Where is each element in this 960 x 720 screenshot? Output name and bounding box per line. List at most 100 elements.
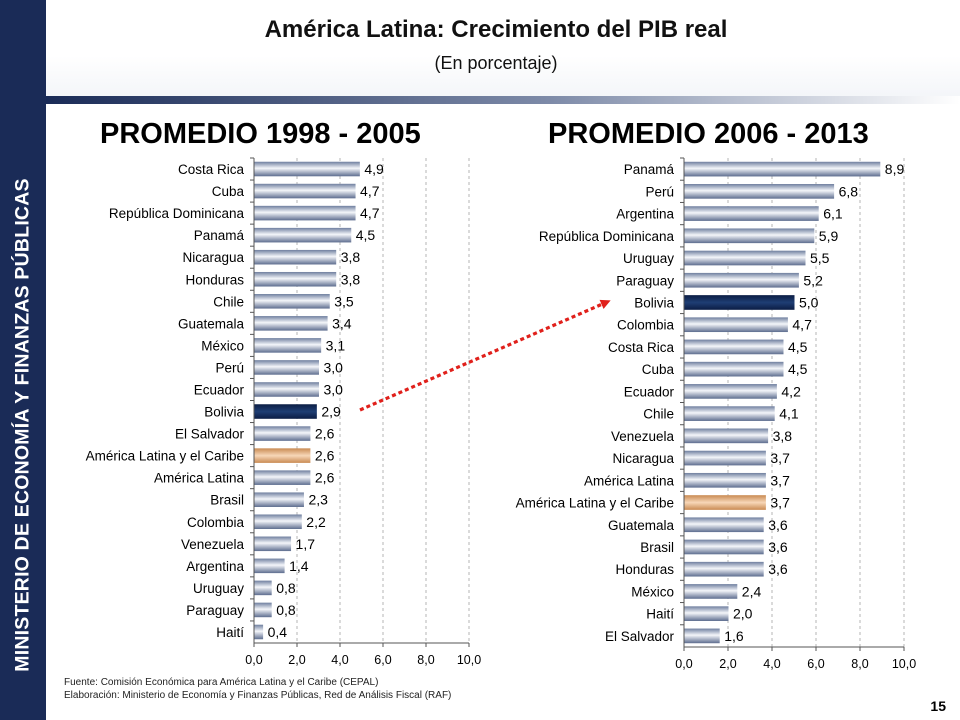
- category-label: América Latina: [584, 473, 675, 488]
- value-label: 1,4: [289, 558, 309, 574]
- value-label: 5,5: [810, 250, 830, 266]
- category-label: Brasil: [210, 493, 244, 508]
- bar: [254, 316, 328, 331]
- category-label: Costa Rica: [178, 162, 245, 177]
- bar: [684, 406, 775, 421]
- bar: [254, 426, 311, 441]
- category-label: El Salvador: [605, 629, 675, 644]
- bar: [684, 428, 769, 444]
- value-label: 8,9: [885, 161, 905, 177]
- bar: [684, 584, 738, 599]
- bolivia-comparison-arrow: [359, 299, 611, 412]
- source-note: Fuente: Comisión Económica para América …: [64, 677, 379, 688]
- category-label: Paraguay: [616, 273, 674, 288]
- category-label: América Latina y el Caribe: [86, 449, 244, 464]
- bar: [684, 250, 806, 266]
- category-label: Colombia: [617, 318, 675, 333]
- category-label: Guatemala: [608, 518, 675, 533]
- x-tick-label: 2,0: [288, 653, 305, 667]
- bar: [254, 294, 330, 309]
- bar: [684, 339, 784, 355]
- category-label: Haití: [216, 625, 244, 640]
- value-label: 2,4: [742, 583, 762, 599]
- value-label: 5,9: [819, 228, 839, 244]
- category-label: Costa Rica: [608, 340, 675, 355]
- value-label: 3,6: [768, 561, 788, 577]
- value-label: 1,7: [296, 536, 316, 552]
- bar: [684, 561, 764, 577]
- value-label: 2,6: [315, 470, 335, 486]
- category-label: Bolivia: [204, 405, 244, 420]
- page-number: 15: [930, 698, 946, 714]
- bar: [684, 295, 795, 310]
- category-label: República Dominicana: [109, 206, 245, 221]
- value-label: 3,8: [773, 428, 793, 444]
- header-band: [46, 0, 960, 102]
- bar: [684, 517, 764, 533]
- bar: [684, 628, 720, 644]
- bar: [254, 382, 319, 397]
- value-label: 0,4: [268, 624, 288, 640]
- category-label: El Salvador: [175, 427, 245, 442]
- bar: [254, 448, 311, 463]
- category-label: Ecuador: [624, 384, 675, 399]
- category-label: Ecuador: [194, 382, 245, 397]
- category-label: Bolivia: [634, 295, 674, 310]
- chart-left: 0,0 2,0 4,0 6,0 8,0 10,0 Costa Rica 4,9 Cuba 4,7 R…: [86, 157, 481, 667]
- bar: [684, 272, 799, 288]
- bar: [254, 514, 302, 530]
- value-label: 4,7: [360, 183, 380, 199]
- category-label: Chile: [213, 294, 244, 309]
- x-tick-label: 4,0: [331, 653, 348, 667]
- bar: [684, 539, 764, 555]
- category-label: Honduras: [615, 562, 674, 577]
- value-label: 4,9: [364, 161, 384, 177]
- category-label: México: [201, 338, 244, 353]
- category-label: Panamá: [624, 162, 675, 177]
- sidebar-band: MINISTERIO DE ECONOMÍA Y FINANZAS PÚBLIC…: [0, 0, 46, 720]
- x-tick-label: 2,0: [719, 657, 736, 671]
- category-label: Nicaragua: [182, 250, 244, 265]
- value-label: 3,4: [332, 315, 352, 331]
- x-tick-label: 10,0: [892, 657, 916, 671]
- value-label: 4,5: [356, 227, 376, 243]
- bar: [684, 495, 766, 510]
- category-label: Paraguay: [186, 603, 244, 618]
- x-tick-label: 6,0: [807, 657, 824, 671]
- bar: [254, 249, 337, 265]
- category-label: Guatemala: [178, 316, 245, 331]
- bar: [684, 317, 788, 333]
- value-label: 3,6: [768, 517, 788, 533]
- value-label: 0,8: [276, 580, 296, 596]
- category-label: Honduras: [185, 272, 244, 287]
- bar: [684, 228, 815, 244]
- bar: [254, 404, 317, 419]
- value-label: 3,7: [770, 450, 790, 466]
- category-label: Perú: [645, 184, 674, 199]
- value-label: 3,7: [770, 495, 790, 511]
- value-label: 6,8: [839, 183, 859, 199]
- category-label: Nicaragua: [612, 451, 674, 466]
- value-label: 5,2: [803, 272, 823, 288]
- category-label: Haití: [646, 607, 674, 622]
- value-label: 4,7: [360, 205, 380, 221]
- category-label: Venezuela: [611, 429, 675, 444]
- value-label: 3,7: [770, 472, 790, 488]
- bar: [254, 205, 356, 221]
- value-label: 3,6: [768, 539, 788, 555]
- category-label: Panamá: [194, 228, 245, 243]
- category-label: América Latina y el Caribe: [516, 496, 674, 511]
- category-label: Cuba: [642, 362, 675, 377]
- value-label: 3,5: [334, 293, 354, 309]
- bar: [254, 536, 292, 552]
- bar: [254, 271, 337, 287]
- x-tick-label: 8,0: [851, 657, 868, 671]
- bar: [254, 161, 360, 177]
- bar: [684, 384, 777, 399]
- x-tick-label: 6,0: [374, 653, 391, 667]
- category-label: Argentina: [616, 207, 674, 222]
- value-label: 2,6: [315, 448, 335, 464]
- value-label: 1,6: [724, 628, 744, 644]
- bar: [684, 606, 729, 621]
